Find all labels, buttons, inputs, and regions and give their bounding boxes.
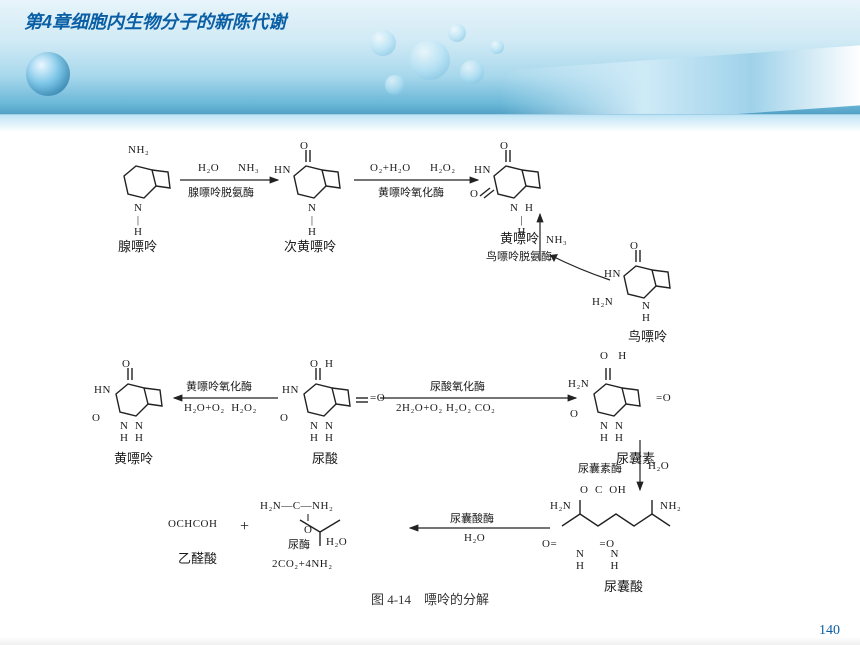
adenine-top-group: NH₂ xyxy=(128,144,149,156)
purine-degradation-diagram: NH₂ N|H 腺嘌呤 H₂O NH₃ 腺嘌呤脱氨酶 O HN N|H 次黄嘌呤… xyxy=(70,140,790,608)
enzyme-urate-oxidase: 尿酸氧化酶 xyxy=(430,378,485,394)
decorative-underline xyxy=(0,114,860,132)
r1-out: NH₃ xyxy=(238,162,259,174)
enzyme-adenine-deaminase: 腺嘌呤脱氨酶 xyxy=(188,184,254,200)
hypoxanthine-label: 次黄嘌呤 xyxy=(284,236,336,255)
urea-products: 2CO₂+4NH₂ xyxy=(272,558,333,570)
enzyme-allantoicase: 尿囊酸酶 xyxy=(450,510,494,526)
figure-caption: 图 4-14 嘌呤的分解 xyxy=(70,589,790,608)
r2-in: O₂+H₂O xyxy=(370,162,411,174)
bottom-shadow xyxy=(0,637,860,645)
glyoxylic-formula: OCHCOH xyxy=(168,518,217,530)
hypoxanthine-hn: HN xyxy=(274,164,291,176)
allantoinase-h2o: H₂O xyxy=(648,460,669,472)
allantoicase-h2o: H₂O xyxy=(464,532,485,544)
xanthine-top-label: 黄嘌呤 xyxy=(500,228,539,247)
diagram-svg xyxy=(70,140,790,608)
enzyme-xanthine-oxidase-1: 黄嘌呤氧化酶 xyxy=(378,184,444,200)
glyoxylic-label: 乙醛酸 xyxy=(178,548,217,567)
urease-h2o: H₂O xyxy=(326,536,347,548)
enzyme-allantoinase: 尿囊素酶 xyxy=(578,460,622,476)
guanine-h2n: H₂N xyxy=(592,296,613,308)
urease-label: 尿酶 xyxy=(288,536,310,552)
enzyme-xanthine-oxidase-2: 黄嘌呤氧化酶 xyxy=(186,378,252,394)
xanthine-label: 黄嘌呤 xyxy=(114,448,153,467)
slide-content: NH₂ N|H 腺嘌呤 H₂O NH₃ 腺嘌呤脱氨酶 O HN N|H 次黄嘌呤… xyxy=(0,138,860,627)
uric-acid-label: 尿酸 xyxy=(312,448,338,467)
guanine-label: 鸟嘌呤 xyxy=(628,326,667,345)
decorative-bubble xyxy=(26,52,70,96)
slide-header: 第4章细胞内生物分子的新陈代谢 xyxy=(0,0,860,138)
adenine-label: 腺嘌呤 xyxy=(118,236,157,255)
r2-out: H₂O₂ xyxy=(430,162,456,174)
enzyme-guanine-deaminase: 鸟嘌呤脱氨酶 xyxy=(486,248,552,264)
gdeam-out: NH₃ xyxy=(546,234,567,246)
r1-in: H₂O xyxy=(198,162,219,174)
